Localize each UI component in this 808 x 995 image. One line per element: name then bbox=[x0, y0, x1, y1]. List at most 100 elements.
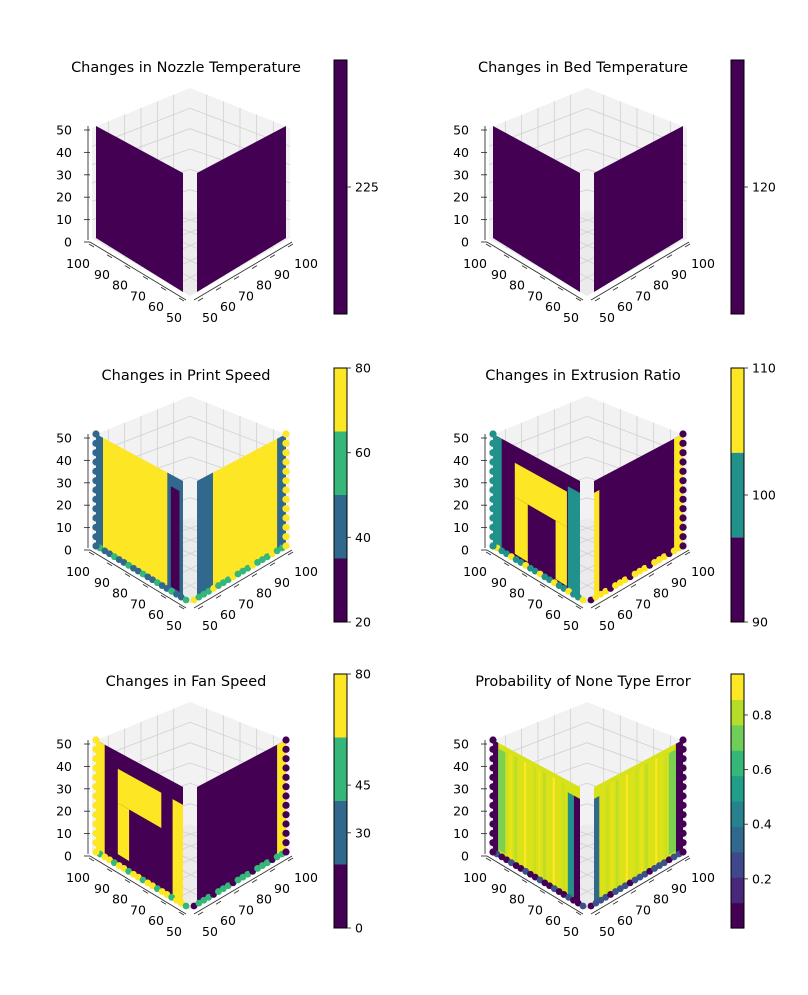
data-region-3 bbox=[197, 472, 213, 600]
corner-point bbox=[282, 773, 290, 781]
z-tick-label: 10 bbox=[453, 212, 469, 227]
colorbar-gradient-step bbox=[731, 779, 744, 785]
x-tick-label: 80 bbox=[256, 892, 272, 907]
edge-point bbox=[254, 559, 261, 566]
corner-point bbox=[489, 801, 497, 809]
x-tick bbox=[197, 297, 204, 302]
x-tick bbox=[287, 243, 294, 248]
x-tick bbox=[269, 562, 276, 567]
colorbar-gradient-step bbox=[731, 801, 744, 806]
colorbar-gradient-step bbox=[731, 881, 744, 887]
corner-point bbox=[92, 773, 100, 781]
data-wall-left bbox=[493, 126, 580, 292]
y-tick bbox=[88, 243, 95, 248]
corner-point bbox=[92, 848, 100, 856]
x-tick-label: 60 bbox=[617, 607, 633, 622]
y-tick bbox=[503, 254, 510, 259]
colorbar-band bbox=[334, 558, 347, 622]
edge-point bbox=[612, 582, 619, 589]
corner-point bbox=[92, 430, 100, 438]
edge-point bbox=[616, 579, 624, 587]
edge-point bbox=[631, 570, 639, 578]
z-tick-label: 20 bbox=[56, 804, 72, 819]
x-tick-label: 70 bbox=[635, 902, 651, 917]
corner-point bbox=[282, 477, 290, 485]
z-tick-label: 30 bbox=[453, 781, 469, 796]
colorbar-tick-label: 0 bbox=[355, 921, 363, 936]
edge-point bbox=[665, 550, 673, 558]
x-tick-label: 60 bbox=[220, 913, 236, 928]
edge-point bbox=[665, 856, 673, 864]
y-tick bbox=[575, 605, 582, 610]
edge-point bbox=[602, 587, 610, 595]
colorbar-frame bbox=[333, 367, 348, 623]
data-stripe bbox=[552, 776, 555, 886]
colorbar-frame bbox=[333, 673, 348, 929]
edge-point bbox=[182, 596, 190, 604]
data-stripe bbox=[519, 758, 522, 866]
colorbar-band bbox=[731, 60, 744, 314]
y-tick bbox=[539, 276, 546, 280]
corner-point bbox=[282, 801, 290, 809]
corner-point bbox=[92, 495, 100, 503]
colorbar-gradient-step bbox=[731, 902, 744, 908]
x-tick bbox=[684, 551, 691, 556]
x-axis-line bbox=[590, 855, 690, 915]
corner-point bbox=[489, 792, 497, 800]
corner-point bbox=[489, 495, 497, 503]
colorbar-gradient-step bbox=[731, 712, 744, 717]
data-stripe bbox=[557, 779, 560, 889]
data-stripe bbox=[655, 758, 658, 865]
corner-point bbox=[489, 458, 497, 466]
corner-point bbox=[282, 486, 290, 494]
edge-point bbox=[239, 567, 247, 575]
edge-point bbox=[621, 576, 629, 584]
y-tick bbox=[485, 857, 492, 862]
y-axis-line bbox=[89, 549, 187, 609]
y-tick bbox=[575, 911, 582, 916]
data-wall-right bbox=[197, 126, 286, 292]
colorbar-tick-label: 80 bbox=[355, 361, 371, 376]
y-tick-label: 80 bbox=[509, 586, 525, 601]
corner-point bbox=[679, 801, 687, 809]
colorbar-gradient-step bbox=[731, 817, 744, 823]
x-tick-label: 70 bbox=[635, 288, 651, 303]
edge-point bbox=[234, 570, 242, 578]
edge-point bbox=[579, 902, 587, 910]
chart-panel-4: Changes in Extrusion Ratio 0 10 20 30 40 50 100… bbox=[453, 361, 776, 634]
colorbar-gradient-step bbox=[731, 784, 744, 789]
corner-point bbox=[489, 505, 497, 513]
y-tick-label: 60 bbox=[148, 607, 164, 622]
x-tick bbox=[251, 573, 258, 577]
y-tick-label: 60 bbox=[545, 607, 561, 622]
chart-panel-3: Changes in Print Speed010203040501009080… bbox=[56, 361, 371, 634]
corner-point bbox=[489, 523, 497, 531]
corner-point bbox=[679, 477, 687, 485]
edge-point bbox=[190, 902, 198, 910]
corner-point bbox=[92, 542, 100, 550]
z-tick-label: 0 bbox=[461, 235, 469, 250]
corner-point bbox=[679, 783, 687, 791]
colorbar-gradient-step bbox=[731, 915, 744, 921]
y-tick bbox=[106, 868, 113, 873]
corner-point bbox=[489, 533, 497, 541]
corner-point bbox=[92, 801, 100, 809]
colorbar-tick-label: 80 bbox=[355, 667, 371, 682]
x-tick bbox=[594, 605, 601, 610]
colorbar-gradient-step bbox=[731, 737, 744, 743]
colorbar-tick-label: 100 bbox=[752, 488, 776, 503]
colorbar-gradient-step bbox=[731, 750, 744, 756]
edge-point bbox=[244, 564, 252, 572]
y-tick bbox=[178, 297, 185, 302]
edge-point bbox=[215, 888, 222, 895]
colorbar-tick-label: 0.6 bbox=[752, 762, 772, 777]
colorbar-gradient-step bbox=[731, 733, 744, 739]
x-tick bbox=[612, 286, 619, 291]
edge-point bbox=[641, 870, 649, 878]
data-region-3 bbox=[117, 802, 130, 862]
x-tick bbox=[630, 890, 637, 894]
x-tick bbox=[594, 297, 601, 302]
z-tick-label: 0 bbox=[461, 849, 469, 864]
x-tick bbox=[269, 254, 276, 259]
colorbar-tick-label: 20 bbox=[355, 615, 371, 630]
